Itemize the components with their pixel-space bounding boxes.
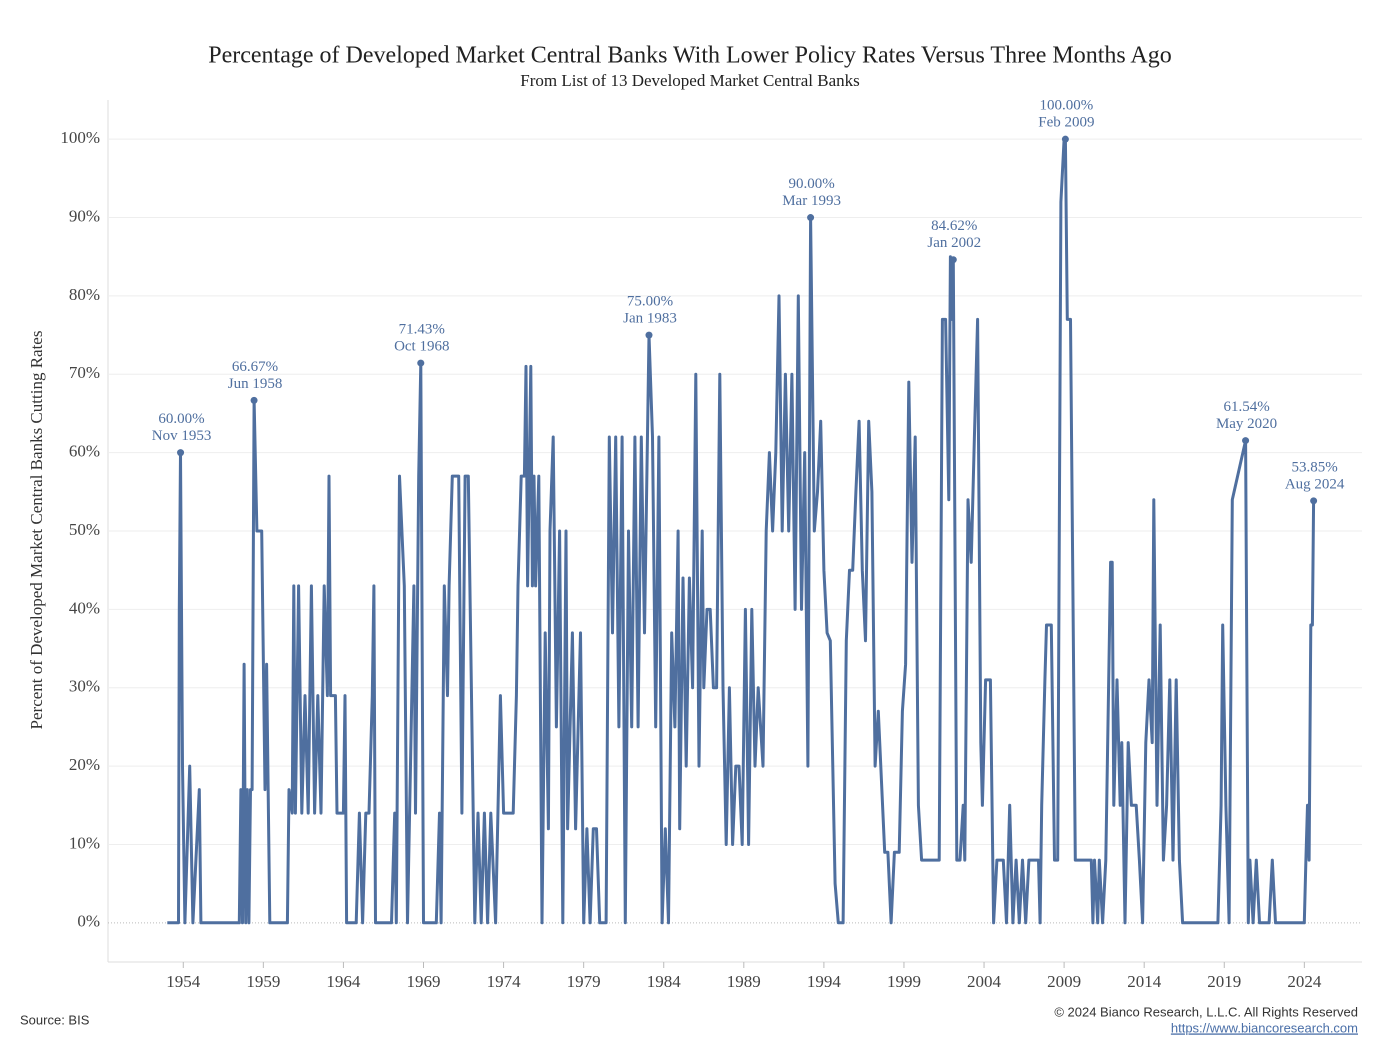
x-tick-label: 1999: [887, 972, 921, 991]
x-tick-label: 2019: [1207, 972, 1241, 991]
x-tick-label: 1974: [487, 972, 522, 991]
annotation-value: 90.00%: [788, 176, 834, 192]
x-tick-label: 2014: [1127, 972, 1162, 991]
annotation-value: 100.00%: [1040, 98, 1094, 114]
x-tick-label: 1959: [246, 972, 280, 991]
copyright: © 2024 Bianco Research, L.L.C. All Right…: [1054, 1004, 1358, 1019]
annotation-value: 66.67%: [232, 359, 278, 375]
annotation-date: Jan 2002: [927, 235, 981, 251]
annotation-date: Nov 1953: [152, 428, 212, 444]
annotation-value: 61.54%: [1223, 399, 1269, 415]
annotation-date: Mar 1993: [782, 193, 841, 209]
annotation-dot: [1310, 497, 1318, 505]
annotation-value: 84.62%: [931, 218, 977, 234]
x-tick-label: 1989: [727, 972, 761, 991]
annotation-date: Jan 1983: [623, 311, 677, 327]
y-tick-label: 30%: [69, 677, 100, 696]
x-tick-label: 1984: [647, 972, 682, 991]
source: Source: BIS: [20, 1012, 90, 1027]
x-tick-label: 1954: [166, 972, 201, 991]
annotation-date: Feb 2009: [1038, 115, 1094, 131]
x-tick-label: 1994: [807, 972, 842, 991]
y-tick-label: 70%: [69, 363, 100, 382]
y-axis-label: Percent of Developed Market Central Bank…: [27, 331, 46, 730]
annotation-dot: [949, 256, 957, 264]
annotation-date: Jun 1958: [228, 376, 283, 392]
x-tick-label: 2004: [967, 972, 1002, 991]
annotation-dot: [645, 331, 653, 339]
y-tick-label: 60%: [69, 442, 100, 461]
y-tick-label: 10%: [69, 833, 100, 852]
x-tick-label: 2009: [1047, 972, 1081, 991]
x-tick-label: 2024: [1287, 972, 1322, 991]
annotation-dot: [1242, 437, 1250, 445]
annotation-date: May 2020: [1216, 416, 1277, 432]
annotation-date: Aug 2024: [1285, 476, 1345, 492]
y-tick-label: 100%: [60, 128, 100, 147]
y-tick-label: 40%: [69, 598, 100, 617]
y-tick-label: 0%: [77, 912, 100, 931]
annotation-date: Oct 1968: [394, 339, 449, 355]
annotation-value: 53.85%: [1292, 459, 1338, 475]
annotation-dot: [177, 449, 185, 457]
annotation-value: 71.43%: [399, 322, 445, 338]
chart-subtitle: From List of 13 Developed Market Central…: [520, 71, 859, 90]
data-line: [167, 137, 1316, 925]
y-tick-label: 50%: [69, 520, 100, 539]
annotation-dot: [1061, 135, 1069, 143]
annotation-value: 60.00%: [158, 411, 204, 427]
annotation-dot: [250, 396, 258, 404]
annotation-dot: [807, 214, 815, 222]
x-tick-label: 1964: [326, 972, 361, 991]
chart-title: Percentage of Developed Market Central B…: [208, 43, 1172, 69]
y-tick-label: 90%: [69, 206, 100, 225]
x-tick-label: 1979: [567, 972, 601, 991]
y-tick-label: 80%: [69, 285, 100, 304]
x-tick-label: 1969: [407, 972, 441, 991]
url-link[interactable]: https://www.biancoresearch.com: [1171, 1020, 1358, 1035]
annotation-value: 75.00%: [627, 294, 673, 310]
annotation-dot: [417, 359, 425, 367]
y-tick-label: 20%: [69, 755, 100, 774]
